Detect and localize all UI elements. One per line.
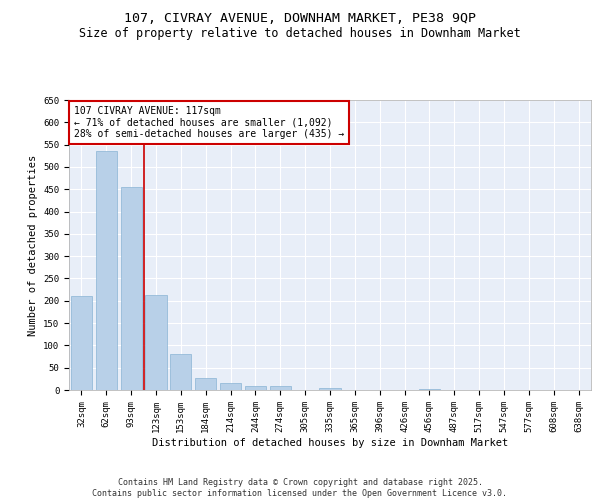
Bar — [96, 152, 117, 390]
Bar — [71, 296, 92, 390]
X-axis label: Distribution of detached houses by size in Downham Market: Distribution of detached houses by size … — [152, 438, 508, 448]
Text: 107, CIVRAY AVENUE, DOWNHAM MARKET, PE38 9QP: 107, CIVRAY AVENUE, DOWNHAM MARKET, PE38… — [124, 12, 476, 26]
Bar — [121, 187, 142, 390]
Text: Size of property relative to detached houses in Downham Market: Size of property relative to detached ho… — [79, 28, 521, 40]
Bar — [145, 295, 167, 390]
Bar — [419, 388, 440, 390]
Text: 107 CIVRAY AVENUE: 117sqm
← 71% of detached houses are smaller (1,092)
28% of se: 107 CIVRAY AVENUE: 117sqm ← 71% of detac… — [74, 106, 344, 139]
Bar — [220, 384, 241, 390]
Bar — [195, 378, 216, 390]
Text: Contains HM Land Registry data © Crown copyright and database right 2025.
Contai: Contains HM Land Registry data © Crown c… — [92, 478, 508, 498]
Bar — [270, 386, 291, 390]
Bar — [319, 388, 341, 390]
Bar — [170, 354, 191, 390]
Y-axis label: Number of detached properties: Number of detached properties — [28, 154, 38, 336]
Bar — [245, 386, 266, 390]
